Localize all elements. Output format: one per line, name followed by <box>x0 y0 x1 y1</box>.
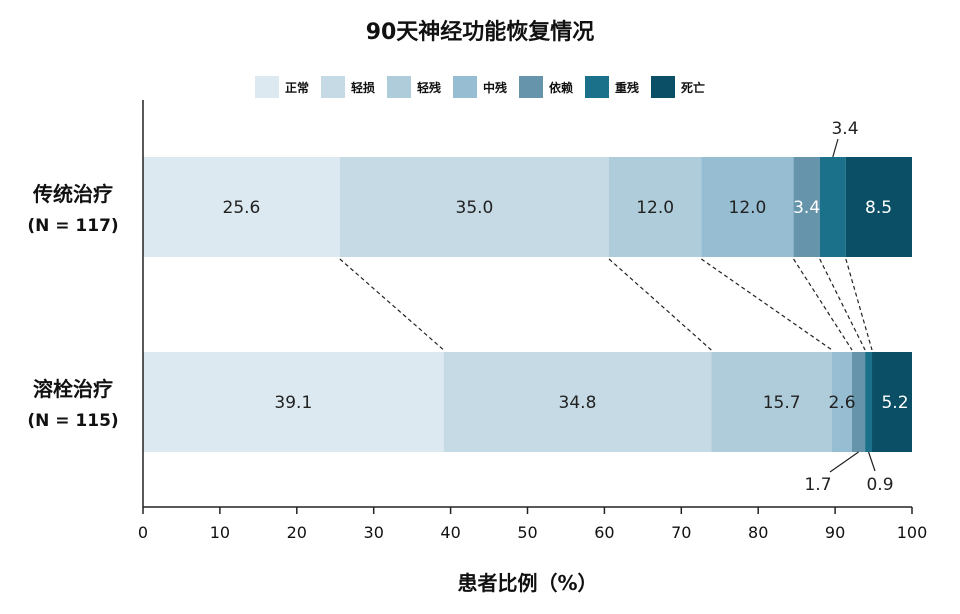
bar-segment-2-1 <box>143 352 444 452</box>
x-tick-label: 90 <box>825 523 845 542</box>
legend-label: 正常 <box>284 80 309 95</box>
category-label: 传统治疗 <box>32 182 113 206</box>
x-tick-label: 60 <box>594 523 614 542</box>
data-label: 15.7 <box>763 393 801 413</box>
legend-swatch <box>585 76 610 98</box>
bar-segment-2-7 <box>872 352 912 452</box>
leader-line <box>832 138 839 158</box>
x-tick-label: 40 <box>440 523 460 542</box>
legend-swatch <box>651 76 676 98</box>
leader-line <box>829 451 859 473</box>
data-label: 3.4 <box>831 119 858 139</box>
bar-segment-1-3 <box>609 157 702 257</box>
data-label: 39.1 <box>274 393 312 413</box>
legend-item: 中残 <box>452 76 507 98</box>
leader-line <box>867 451 876 472</box>
legend-label: 重残 <box>615 80 640 95</box>
legend-item: 正常 <box>254 76 309 98</box>
data-label: 8.5 <box>865 198 892 218</box>
legend-label: 依赖 <box>549 80 574 95</box>
bar-segment-2-3 <box>711 352 833 452</box>
x-tick-label: 70 <box>671 523 691 542</box>
bar-segment-1-4 <box>701 157 794 257</box>
legend-item: 依赖 <box>519 76 573 98</box>
chart-title: 90天神经功能恢复情况 <box>365 20 595 45</box>
x-tick-label: 30 <box>364 523 384 542</box>
legend-item: 轻损 <box>320 76 375 98</box>
bar-segment-1-2 <box>339 157 610 257</box>
x-tick-label: 100 <box>897 523 928 542</box>
data-label: 34.8 <box>559 393 597 413</box>
bar-segment-1-5 <box>793 157 820 257</box>
bar-segment-2-4 <box>832 352 853 452</box>
legend-swatch <box>452 76 477 98</box>
legend-swatch <box>320 76 345 98</box>
connector-line <box>700 258 833 351</box>
x-tick-label: 0 <box>138 523 148 542</box>
legend-swatch <box>386 76 411 98</box>
data-label: 1.7 <box>804 475 831 495</box>
data-label: 2.6 <box>828 393 855 413</box>
legend-item: 重残 <box>585 76 639 98</box>
data-label: 5.2 <box>881 393 908 413</box>
connector-line <box>819 258 866 351</box>
data-label: 3.4 <box>793 198 820 218</box>
legend-label: 死亡 <box>681 80 706 95</box>
legend-swatch <box>519 76 543 98</box>
connector-line <box>793 258 853 351</box>
bar-segment-1-1 <box>143 157 340 257</box>
legend-swatch <box>254 76 279 98</box>
data-label: 12.0 <box>636 198 674 218</box>
legend-label: 轻残 <box>416 80 441 95</box>
category-n-label: (N = 117) <box>27 216 118 236</box>
connector-line <box>608 258 712 351</box>
connector-line <box>845 258 873 351</box>
bar-segment-2-2 <box>443 352 712 452</box>
bar-segment-1-7 <box>845 157 912 257</box>
category-n-label: (N = 115) <box>27 411 118 431</box>
bar-segment-2-5 <box>852 352 866 452</box>
data-label: 0.9 <box>866 475 893 495</box>
bar-segment-1-6 <box>819 157 846 257</box>
bar-segment-2-6 <box>865 352 873 452</box>
data-label: 35.0 <box>456 198 494 218</box>
x-axis-title: 患者比例（%） <box>457 571 597 595</box>
x-tick-label: 10 <box>210 523 230 542</box>
data-label: 12.0 <box>729 198 767 218</box>
x-tick-label: 80 <box>748 523 768 542</box>
legend: 正常 轻损 轻残 中残 依赖 重残 死亡 <box>0 76 960 98</box>
connector-line <box>339 258 445 351</box>
legend-item: 轻残 <box>386 76 441 98</box>
data-label: 25.6 <box>223 198 261 218</box>
legend-label: 轻损 <box>350 80 375 95</box>
legend-item: 死亡 <box>651 76 705 98</box>
x-tick-label: 20 <box>287 523 307 542</box>
legend-label: 中残 <box>482 80 507 95</box>
category-label: 溶栓治疗 <box>33 377 113 401</box>
x-tick-label: 50 <box>517 523 537 542</box>
